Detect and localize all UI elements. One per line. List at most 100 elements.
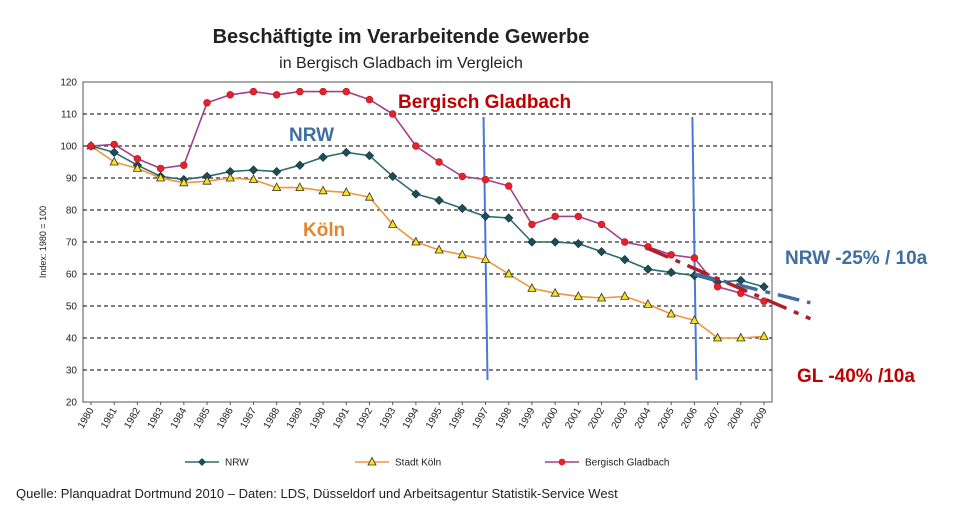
point-stadt-k-ln <box>295 182 305 192</box>
y-tick-label: 70 <box>66 238 78 249</box>
x-tick-label: 1983 <box>146 406 167 431</box>
point-bergisch-gladbach <box>388 110 397 118</box>
point-stadt-k-ln <box>318 185 328 195</box>
x-tick-label: 1994 <box>401 406 422 431</box>
point-bergisch-gladbach <box>713 283 722 291</box>
point-bergisch-gladbach <box>458 172 467 181</box>
y-tick-label: 100 <box>60 142 77 153</box>
point-bergisch-gladbach <box>528 220 536 229</box>
x-tick-label: 1993 <box>378 406 399 431</box>
point-bergisch-gladbach <box>621 238 629 246</box>
point-stadt-k-ln <box>689 315 700 324</box>
annotation-bergisch-gladbach: Bergisch Gladbach <box>398 92 571 113</box>
point-nrw <box>759 282 769 292</box>
point-stadt-k-ln <box>109 156 119 166</box>
legend-marker-nrw <box>198 458 206 466</box>
x-tick-label: 1991 <box>331 406 352 431</box>
point-nrw <box>504 213 514 223</box>
vertical-marker-line <box>691 116 698 381</box>
legend-marker-stadt-k-ln <box>367 456 377 466</box>
point-stadt-k-ln <box>480 254 491 264</box>
point-stadt-k-ln <box>155 172 166 182</box>
x-tick-label: 2005 <box>656 406 677 431</box>
point-bergisch-gladbach <box>667 251 675 259</box>
y-axis-label: Index: 1980 = 100 <box>38 206 48 278</box>
x-tick-label: 1989 <box>285 406 306 431</box>
y-tick-label: 20 <box>66 398 78 409</box>
chart-title: Beschäftigte im Verarbeitende Gewerbe <box>213 26 590 48</box>
x-tick-label: 2000 <box>540 406 561 431</box>
x-tick-label: 2001 <box>563 406 584 431</box>
chart-subtitle: in Bergisch Gladbach im Vergleich <box>279 55 523 72</box>
x-tick-label: 1981 <box>99 406 120 431</box>
point-stadt-k-ln <box>759 331 769 340</box>
y-tick-label: 110 <box>61 110 77 121</box>
point-stadt-k-ln <box>457 249 467 259</box>
point-bergisch-gladbach <box>133 155 142 163</box>
point-bergisch-gladbach <box>690 254 699 262</box>
point-stadt-k-ln <box>271 182 282 192</box>
point-bergisch-gladbach <box>342 87 350 96</box>
point-nrw <box>109 147 119 158</box>
annotation-koeln: Köln <box>303 220 345 241</box>
point-stadt-k-ln <box>225 172 235 182</box>
trend-line-gl <box>647 246 812 321</box>
point-bergisch-gladbach <box>435 158 443 166</box>
legend-marker-bergisch-gladbach <box>558 458 566 466</box>
point-bergisch-gladbach <box>319 87 327 96</box>
point-nrw <box>388 171 398 182</box>
y-tick-label: 90 <box>66 174 78 185</box>
point-stadt-k-ln <box>573 291 584 300</box>
x-tick-label: 1982 <box>122 406 143 431</box>
point-nrw <box>550 237 560 247</box>
point-bergisch-gladbach <box>505 182 513 190</box>
y-tick-label: 40 <box>66 334 78 345</box>
x-tick-label: 1984 <box>169 406 190 431</box>
point-nrw <box>295 160 305 170</box>
x-tick-label: 1986 <box>215 406 236 431</box>
point-bergisch-gladbach <box>156 164 165 173</box>
y-tick-label: 80 <box>66 206 78 217</box>
y-tick-label: 30 <box>66 366 78 377</box>
point-stadt-k-ln <box>736 332 746 342</box>
point-stadt-k-ln <box>666 308 676 318</box>
point-bergisch-gladbach <box>412 142 420 150</box>
point-nrw <box>364 150 375 161</box>
point-nrw <box>643 264 653 274</box>
point-stadt-k-ln <box>341 187 351 196</box>
point-stadt-k-ln <box>643 299 653 308</box>
x-tick-label: 1998 <box>494 406 515 431</box>
point-nrw <box>573 238 583 249</box>
source-note: Quelle: Planquadrat Dortmund 2010 – Date… <box>16 486 618 501</box>
y-tick-label: 50 <box>66 302 78 313</box>
point-stadt-k-ln <box>550 287 560 297</box>
point-nrw <box>341 147 351 158</box>
point-bergisch-gladbach <box>296 87 304 96</box>
annotation-nrw: NRW <box>289 125 334 146</box>
point-nrw <box>248 165 259 175</box>
point-nrw <box>620 254 630 265</box>
y-tick-label: 60 <box>66 270 78 281</box>
point-nrw <box>434 195 444 206</box>
x-tick-label: 1987 <box>238 406 259 431</box>
point-stadt-k-ln <box>620 291 630 300</box>
annotation-gl-trend: GL -40% /10a <box>797 366 915 387</box>
point-stadt-k-ln <box>248 174 259 184</box>
x-tick-label: 1985 <box>192 406 213 431</box>
trend-line-nrw <box>693 272 811 305</box>
x-tick-label: 1999 <box>517 406 538 431</box>
point-bergisch-gladbach <box>180 161 188 169</box>
point-stadt-k-ln <box>388 219 398 228</box>
point-nrw <box>666 267 676 278</box>
x-tick-label: 1997 <box>470 406 491 431</box>
series-line-stadt-k-ln <box>90 145 765 339</box>
point-bergisch-gladbach <box>574 212 583 221</box>
point-bergisch-gladbach <box>365 95 374 104</box>
point-bergisch-gladbach <box>87 142 95 150</box>
x-tick-label: 1995 <box>424 406 445 431</box>
point-nrw <box>318 152 328 162</box>
x-tick-label: 1992 <box>354 406 375 431</box>
point-nrw <box>457 203 467 214</box>
point-stadt-k-ln <box>364 191 375 201</box>
